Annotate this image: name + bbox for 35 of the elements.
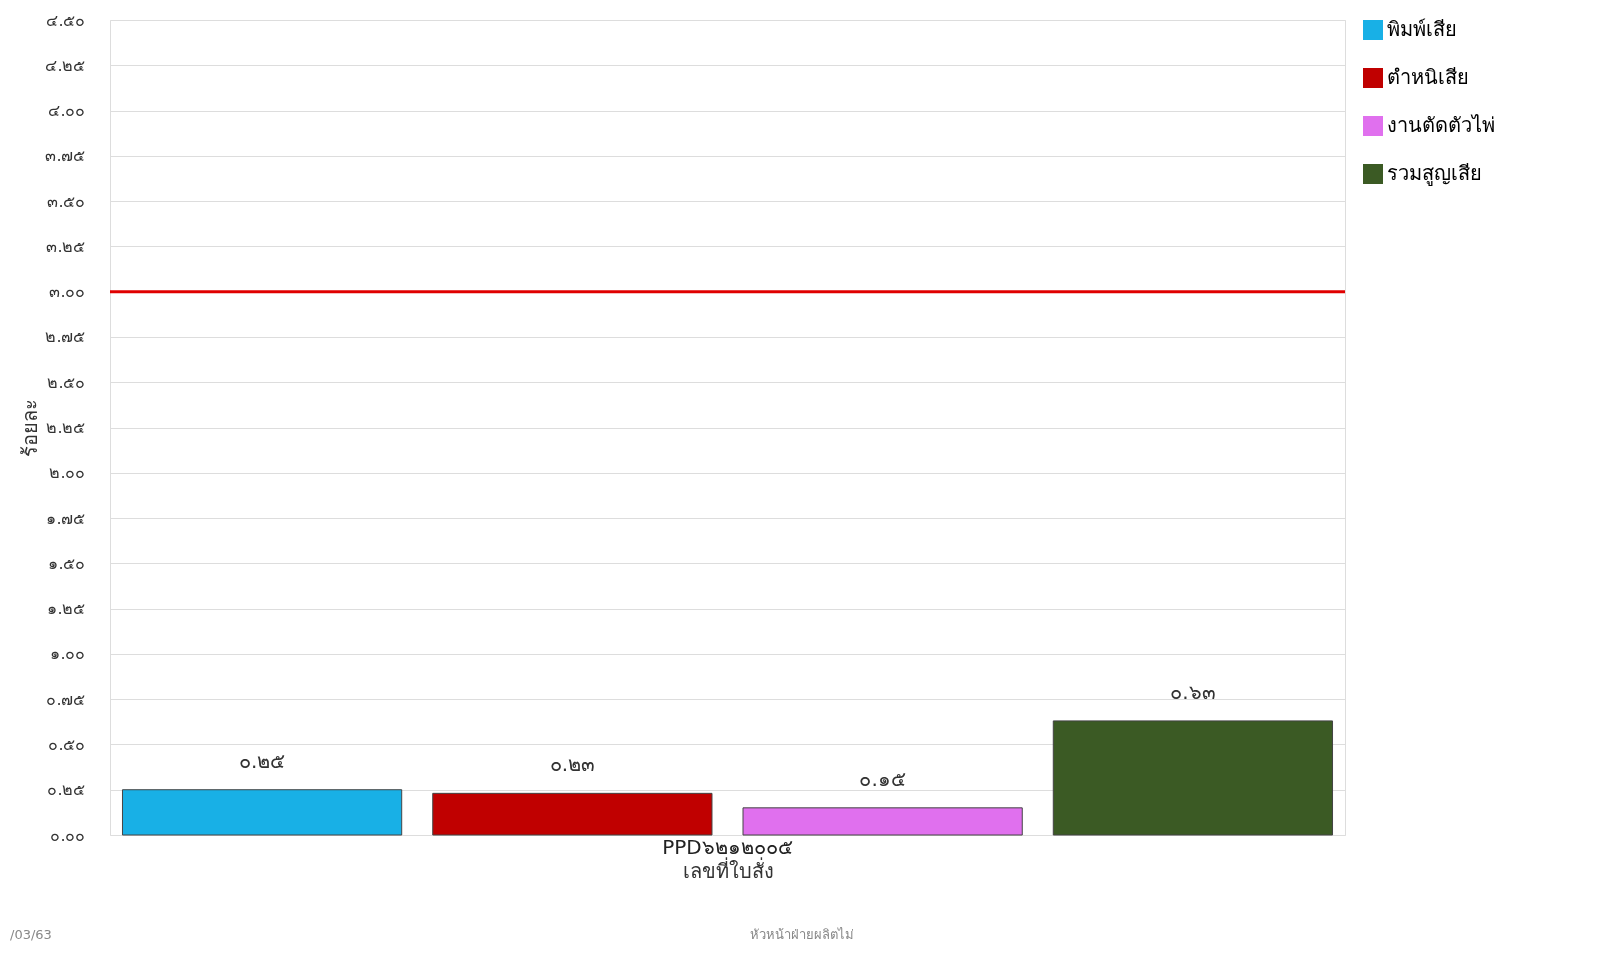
- y-tick-label: ๑.๕๐: [48, 553, 86, 573]
- data-label: ๐.๒๕: [238, 748, 286, 773]
- legend-label: พิมพ์เสีย: [1387, 17, 1457, 41]
- y-tick-label: ๓.๕๐: [47, 191, 86, 211]
- text: หัวหน้าฝ่ายผลิตไม่: [749, 927, 854, 942]
- data-label: ๐.๖๓: [1170, 679, 1216, 704]
- bar: [742, 807, 1023, 836]
- y-tick-label: ๐.๒๕: [47, 780, 86, 800]
- y-tick-label: ๔.๐๐: [48, 101, 86, 121]
- legend-label: รวมสูญเสีย: [1387, 161, 1482, 186]
- y-tick-label: ๔.๒๕: [45, 55, 86, 75]
- y-axis-title: ร้อยละ: [18, 399, 43, 457]
- bar: [121, 789, 403, 836]
- legend-label: งานตัดตัวไพ่: [1387, 113, 1495, 137]
- y-tick-label: ๑.๗๕: [46, 508, 86, 528]
- y-tick-label: ๒.๗๕: [45, 327, 86, 347]
- y-tick-label: ๓.๒๕: [46, 236, 86, 256]
- y-tick-label: ๔.๕๐: [46, 10, 86, 30]
- y-tick-label: ๒.๐๐: [49, 463, 86, 483]
- y-tick-label: ๒.๕๐: [47, 372, 86, 392]
- x-axis-title: เลขที่ใบสั่ง: [682, 856, 774, 883]
- y-tick-label: ๓.๐๐: [49, 282, 86, 302]
- y-tick-label: ๑.๒๕: [47, 599, 86, 619]
- y-tick-label: ๐.๐๐: [50, 825, 86, 845]
- legend-label: ตำหนิเสีย: [1387, 65, 1469, 89]
- y-tick-label: ๒.๒๕: [46, 418, 86, 437]
- y-tick-label: ๓.๗๕: [45, 146, 86, 166]
- bar: [1052, 720, 1334, 836]
- y-tick-label: ๐.๗๕: [46, 689, 86, 709]
- y-tick-label: ๐.๕๐: [48, 734, 86, 754]
- data-label: ๐.๑๕: [859, 766, 906, 791]
- text: /03/63: [10, 927, 52, 942]
- bar: [432, 792, 713, 836]
- y-tick-label: ๑.๐๐: [50, 644, 86, 664]
- data-label: ๐.๒๓: [549, 752, 596, 777]
